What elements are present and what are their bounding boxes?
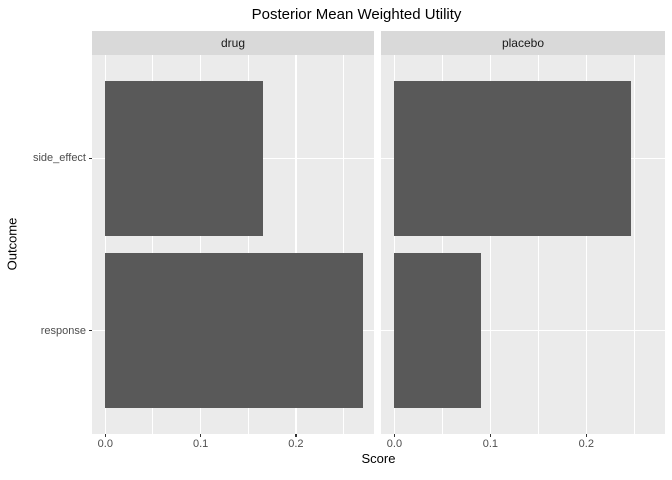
y-tick-mark	[88, 157, 92, 160]
gridline-minor	[537, 55, 539, 434]
gridline-minor	[633, 55, 635, 434]
facet-panel-placebo	[381, 55, 665, 434]
x-axis-title: Score	[361, 451, 396, 466]
gridline-minor	[152, 55, 154, 434]
x-tick-mark	[295, 434, 297, 437]
gridline-minor	[343, 55, 344, 434]
gridline-major	[199, 55, 202, 434]
bar-drug-side_effect	[105, 80, 263, 236]
x-tick-label: 0.2	[578, 438, 594, 450]
x-tick-mark	[393, 434, 396, 437]
facet-strip-drug: drug	[92, 31, 374, 55]
y-tick-label-side_effect: side_effect	[32, 152, 86, 165]
x-tick-mark	[199, 434, 202, 437]
gridline-major	[585, 55, 588, 434]
x-tick-label: 0.0	[386, 438, 403, 450]
gridline-major	[295, 55, 297, 434]
x-tick-mark	[585, 434, 588, 437]
bar-drug-response	[105, 253, 363, 409]
gridline-minor	[247, 55, 249, 434]
gridline-major	[104, 55, 107, 434]
gridline-minor	[441, 55, 443, 434]
x-tick-mark	[489, 434, 492, 437]
gridline-major	[393, 55, 396, 434]
x-tick-label: 0.1	[192, 438, 209, 450]
x-tick-label: 0.0	[97, 438, 113, 450]
y-axis-title: Outcome	[4, 217, 20, 271]
x-tick-label: 0.1	[482, 438, 499, 450]
facet-strip-placebo: placebo	[381, 31, 665, 55]
bar-placebo-response	[394, 253, 481, 409]
bar-placebo-side_effect	[394, 80, 632, 236]
gridline-major	[489, 55, 492, 434]
chart-title: Posterior Mean Weighted Utility	[251, 6, 462, 23]
y-tick-mark	[88, 329, 92, 332]
facet-panel-drug	[92, 55, 374, 434]
y-tick-label-response: response	[40, 324, 86, 337]
gridline-major	[381, 329, 665, 332]
x-tick-mark	[104, 434, 107, 437]
x-tick-label: 0.2	[288, 438, 304, 450]
